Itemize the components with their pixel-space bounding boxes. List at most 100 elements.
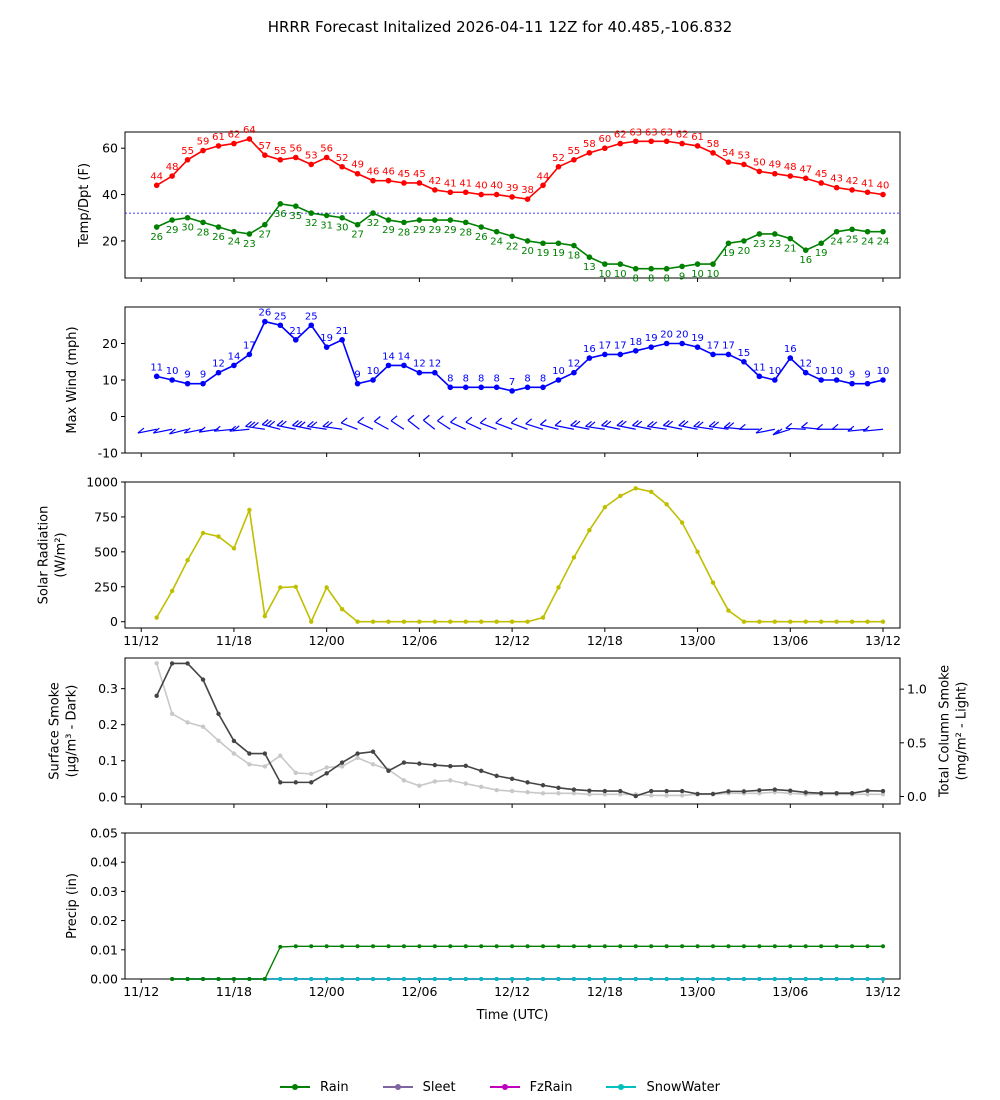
temperature-data-label: 48 bbox=[784, 162, 797, 173]
wind-data-label: 10 bbox=[552, 366, 565, 377]
wind-point bbox=[694, 344, 701, 350]
dewpoint-data-label: 20 bbox=[521, 246, 534, 257]
wind-barb bbox=[390, 415, 405, 430]
precip-rain-point bbox=[293, 944, 298, 949]
dewpoint-data-label: 36 bbox=[274, 209, 287, 220]
column-smoke-point bbox=[556, 791, 561, 796]
y-tick-label: 0.04 bbox=[90, 855, 118, 870]
surface-smoke-point bbox=[154, 693, 159, 699]
y-tick-label: 0.05 bbox=[90, 826, 118, 841]
wind-barb-flag bbox=[340, 417, 348, 424]
wind-barb-shaft bbox=[678, 424, 698, 430]
wind-barb-flag bbox=[831, 423, 839, 430]
column-smoke-point bbox=[618, 792, 623, 797]
wind-barb bbox=[862, 425, 884, 432]
wind-barb-flag bbox=[265, 420, 272, 426]
wind-barb-flag bbox=[510, 417, 518, 424]
wind-barb-flag bbox=[539, 419, 547, 426]
legend-label-fzrain: FzRain bbox=[529, 1079, 573, 1095]
wind-barb-flag bbox=[495, 417, 503, 424]
surface-smoke-point bbox=[278, 780, 283, 785]
legend-label-snowwater: SnowWater bbox=[646, 1079, 720, 1095]
surface-smoke-point bbox=[309, 780, 314, 785]
dewpoint-point bbox=[169, 217, 175, 223]
precip-rain-point bbox=[355, 944, 360, 949]
dewpoint-point bbox=[447, 217, 454, 223]
dewpoint-data-label: 21 bbox=[784, 244, 797, 255]
wind-point bbox=[864, 380, 871, 387]
precip-snowwater-point bbox=[618, 977, 623, 981]
wind-barb-shaft bbox=[495, 422, 513, 430]
column-smoke-point bbox=[479, 784, 484, 790]
y-axis-label-precip-line: Precip (in) bbox=[65, 873, 80, 939]
wind-point bbox=[200, 380, 206, 387]
x-tick-label: 12/00 bbox=[309, 633, 345, 648]
solar-radiation-point bbox=[633, 486, 638, 491]
precip-snowwater-point bbox=[680, 977, 685, 981]
solar-radiation-point bbox=[587, 528, 592, 533]
wind-barb-shaft bbox=[357, 421, 374, 430]
dewpoint-data-label: 9 bbox=[679, 271, 685, 282]
dewpoint-data-label: 10 bbox=[614, 269, 627, 280]
column-smoke-point bbox=[216, 738, 221, 743]
solar-radiation-point bbox=[479, 619, 484, 624]
wind-barb-flag bbox=[229, 425, 237, 432]
y-tick-label: 40 bbox=[102, 187, 118, 202]
surface-smoke-point bbox=[216, 711, 221, 717]
y-axis-label-smoke-left: Surface Smoke (μg/m³ - Dark) bbox=[48, 682, 80, 780]
precip-rain-point bbox=[494, 944, 499, 949]
wind-barb bbox=[183, 427, 204, 434]
wind-barb-shaft bbox=[709, 425, 729, 430]
wind-barb-shaft bbox=[647, 425, 667, 430]
dewpoint-data-label: 10 bbox=[707, 269, 720, 280]
x-tick-label: 12/06 bbox=[401, 984, 437, 999]
precip-rain-point bbox=[510, 944, 515, 949]
precip-snowwater-point bbox=[309, 977, 314, 981]
chart-title: HRRR Forecast Initalized 2026-04-11 12Z … bbox=[267, 18, 733, 36]
precip-snowwater-point bbox=[757, 977, 762, 981]
wind-data-label: 8 bbox=[493, 373, 499, 384]
column-smoke-point bbox=[417, 783, 422, 788]
x-tick-label: 13/00 bbox=[680, 984, 716, 999]
wind-data-label: 11 bbox=[753, 362, 766, 373]
wind-data-label: 17 bbox=[614, 340, 627, 351]
surface-smoke-point bbox=[525, 780, 530, 785]
dewpoint-data-label: 26 bbox=[475, 232, 488, 243]
legend-item-rain: Rain bbox=[280, 1077, 349, 1097]
wind-point bbox=[262, 318, 268, 325]
y-axis-label-precip: Precip (in) bbox=[65, 873, 80, 939]
solar-radiation-point bbox=[525, 619, 530, 624]
wind-point bbox=[571, 369, 577, 376]
dewpoint-point bbox=[802, 247, 809, 253]
dewpoint-data-label: 23 bbox=[768, 239, 781, 250]
wind-point bbox=[401, 362, 407, 369]
wind-point bbox=[215, 369, 222, 376]
wind-point bbox=[447, 384, 454, 391]
wind-barb-shaft bbox=[693, 425, 714, 430]
wind-barb-shaft bbox=[863, 428, 884, 432]
temperature-point bbox=[169, 173, 175, 179]
dewpoint-point bbox=[849, 226, 855, 233]
wind-data-label: 18 bbox=[629, 337, 642, 348]
temperature-point bbox=[200, 147, 206, 154]
wind-barb-flag bbox=[755, 427, 763, 434]
dewpoint-point bbox=[509, 233, 515, 240]
precip-snowwater-point bbox=[448, 977, 453, 981]
wind-barb bbox=[632, 420, 652, 430]
wind-barb-shaft bbox=[601, 424, 621, 430]
surface-smoke-point bbox=[695, 791, 700, 797]
solar-radiation-point bbox=[695, 549, 700, 555]
x-tick-label: 12/12 bbox=[494, 633, 530, 648]
temperature-point bbox=[246, 136, 253, 142]
dewpoint-data-label: 20 bbox=[738, 246, 751, 257]
wind-barb-shaft bbox=[423, 419, 436, 430]
surface-smoke-point bbox=[370, 749, 376, 754]
precip-snowwater-point bbox=[371, 977, 376, 981]
surface-smoke-point bbox=[633, 793, 638, 799]
column-smoke-point bbox=[494, 787, 499, 793]
wind-barb-flag bbox=[785, 422, 793, 429]
surface-smoke-point bbox=[602, 788, 608, 794]
solar-radiation-point bbox=[818, 619, 824, 624]
precip-rain-point bbox=[525, 944, 530, 949]
y-axis-label-smoke-right-line: (mg/m² - Light) bbox=[955, 682, 970, 781]
